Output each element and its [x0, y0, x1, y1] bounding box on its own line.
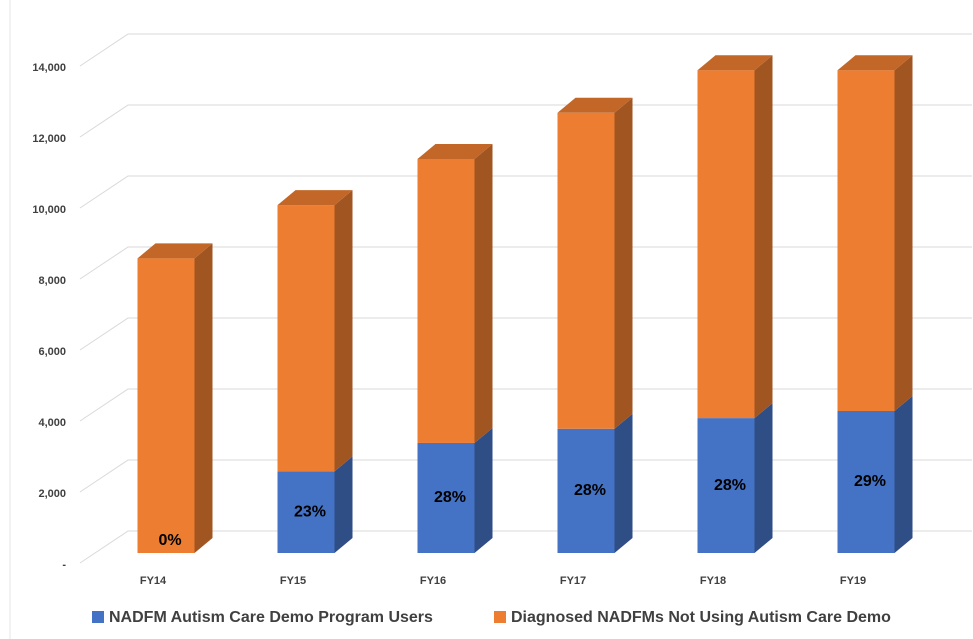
data-label: 28%	[574, 482, 606, 499]
bar-side	[474, 143, 493, 443]
bar-side	[334, 190, 353, 472]
legend-label: Diagnosed NADFMs Not Using Autism Care D…	[511, 609, 891, 626]
bar-front	[557, 428, 615, 553]
x-tick-label: FY16	[420, 575, 446, 587]
y-tick-label: -	[62, 559, 66, 571]
y-tick-label: 4,000	[38, 417, 66, 429]
x-tick-label: FY15	[280, 575, 306, 587]
bar-top	[417, 143, 493, 159]
bar-side	[334, 456, 353, 553]
bar-top	[557, 97, 633, 113]
grid-line	[79, 459, 972, 493]
y-tick-label: 14,000	[32, 62, 66, 74]
y-tick-label: 2,000	[38, 488, 66, 500]
bar-side	[194, 243, 213, 553]
bar-front	[697, 70, 755, 419]
grid-line	[79, 175, 972, 209]
grid-line	[79, 104, 972, 138]
bar-side	[474, 427, 493, 553]
x-tick-label: FY14	[140, 575, 167, 587]
x-tick-label: FY19	[840, 575, 866, 587]
bar-side	[614, 97, 633, 429]
bar-side	[754, 403, 773, 553]
bar-front	[417, 158, 475, 443]
data-label: 23%	[294, 503, 326, 520]
y-tick-label: 6,000	[38, 346, 66, 358]
bar-side	[614, 413, 633, 553]
bar-front	[137, 258, 195, 553]
y-tick-label: 8,000	[38, 275, 66, 287]
data-label: 29%	[854, 473, 886, 490]
bar-front	[557, 112, 615, 429]
grid-line	[79, 530, 972, 564]
bar-front	[277, 205, 335, 472]
bar-side	[894, 55, 913, 411]
x-tick-label: FY17	[560, 575, 586, 587]
data-label: 0%	[158, 532, 181, 549]
bar-front	[837, 411, 895, 553]
y-tick-label: 12,000	[32, 133, 66, 145]
bar-side	[894, 396, 913, 553]
data-label: 28%	[714, 477, 746, 494]
legend-label: NADFM Autism Care Demo Program Users	[109, 609, 433, 626]
x-tick-label: FY18	[700, 575, 726, 587]
grid-line	[79, 317, 972, 351]
y-tick-label: 10,000	[32, 204, 66, 216]
bar-front	[277, 471, 335, 553]
legend-swatch	[494, 611, 506, 623]
bar-front	[417, 442, 475, 553]
grid-line	[79, 246, 972, 280]
bar-front	[837, 70, 895, 411]
bar-front	[697, 418, 755, 553]
grid-line	[79, 388, 972, 422]
legend-swatch	[92, 611, 104, 623]
data-label: 28%	[434, 489, 466, 506]
bar-top	[137, 243, 213, 259]
bar-top	[837, 55, 913, 71]
grid-line	[79, 33, 972, 67]
bar-top	[277, 190, 353, 206]
bar-side	[754, 55, 773, 419]
bar-top	[697, 55, 773, 71]
